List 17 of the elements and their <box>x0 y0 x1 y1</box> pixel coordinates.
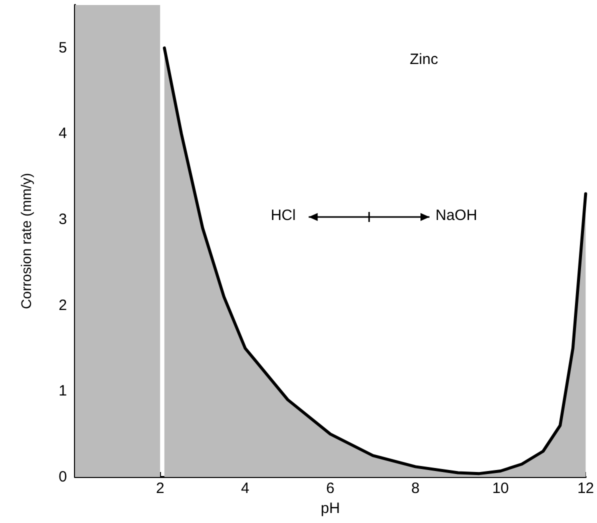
x-tick-label: 4 <box>241 480 250 497</box>
x-tick-label: 12 <box>577 480 594 497</box>
y-tick-label: 0 <box>58 468 67 486</box>
x-tick-label: 10 <box>492 480 509 497</box>
y-tick-label: 4 <box>58 125 67 142</box>
annotation: Zinc <box>410 51 439 68</box>
x-axis-title: pH <box>320 500 340 517</box>
x-tick-label: 8 <box>411 480 420 497</box>
y-tick-label: 2 <box>58 296 67 314</box>
annotation: NaOH <box>436 206 478 224</box>
annotation: HCl <box>270 206 296 224</box>
y-tick-label: 1 <box>58 382 67 400</box>
x-tick-label: 6 <box>326 480 334 497</box>
y-tick-label: 3 <box>58 211 67 228</box>
y-axis-title: Corrosion rate (mm/y) <box>18 172 34 310</box>
x-tick-label: 2 <box>156 480 164 497</box>
y-tick-label: 5 <box>58 39 67 56</box>
